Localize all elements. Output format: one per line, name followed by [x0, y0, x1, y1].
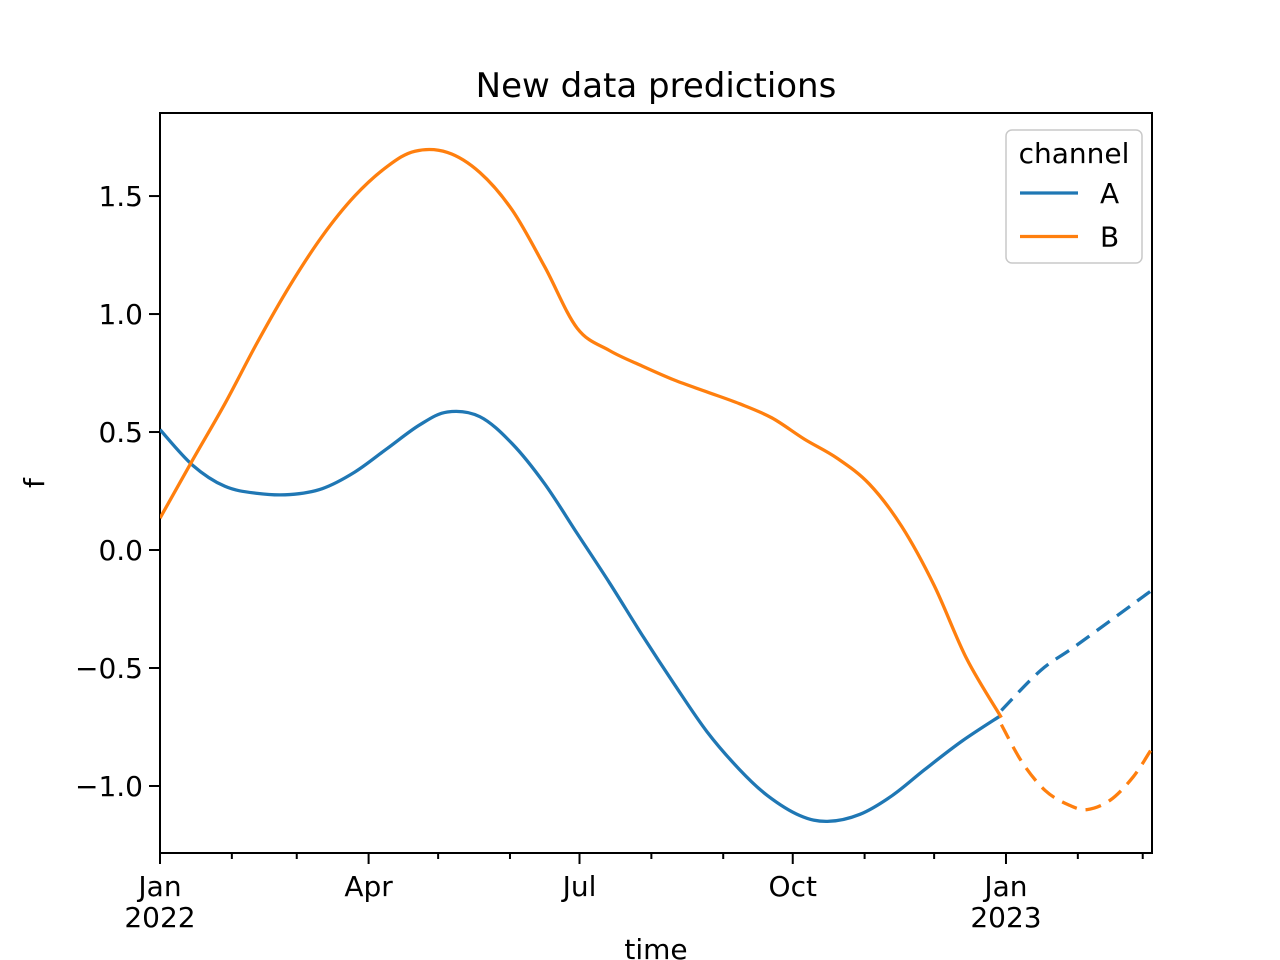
legend: channel A B — [1005, 129, 1143, 264]
y-tick-label: 1.5 — [98, 180, 143, 213]
legend-label-a: A — [1100, 177, 1119, 210]
y-tick-label: 0.0 — [98, 534, 143, 567]
x-tick-label: Oct — [769, 870, 817, 903]
series-layer — [160, 147, 1152, 824]
series-line-b — [160, 147, 1003, 719]
y-tick-label: −0.5 — [75, 652, 143, 685]
x-tick-label: Jan — [982, 870, 1027, 903]
x-tick-label: Apr — [344, 870, 393, 903]
y-tick-label: −1.0 — [75, 770, 143, 803]
legend-title: channel — [1019, 137, 1130, 170]
x-tick-label: 2023 — [970, 901, 1041, 934]
legend-label-b: B — [1100, 221, 1119, 254]
series-line-b-dashed- — [999, 723, 1152, 812]
series-line-a — [160, 409, 1003, 824]
axes-spines — [159, 112, 1153, 854]
x-tick-label: Jul — [561, 870, 597, 903]
y-tick-label: 0.5 — [98, 416, 143, 449]
x-axis-label: time — [624, 933, 687, 960]
y-axis-label: f — [18, 477, 51, 488]
legend-box — [1005, 129, 1143, 264]
x-tick-label: Jan — [136, 870, 181, 903]
x-tick-label: 2022 — [124, 901, 195, 934]
y-tick-label: 1.0 — [98, 298, 143, 331]
chart-title: New data predictions — [476, 66, 837, 106]
series-line-a-dashed- — [1000, 588, 1152, 712]
